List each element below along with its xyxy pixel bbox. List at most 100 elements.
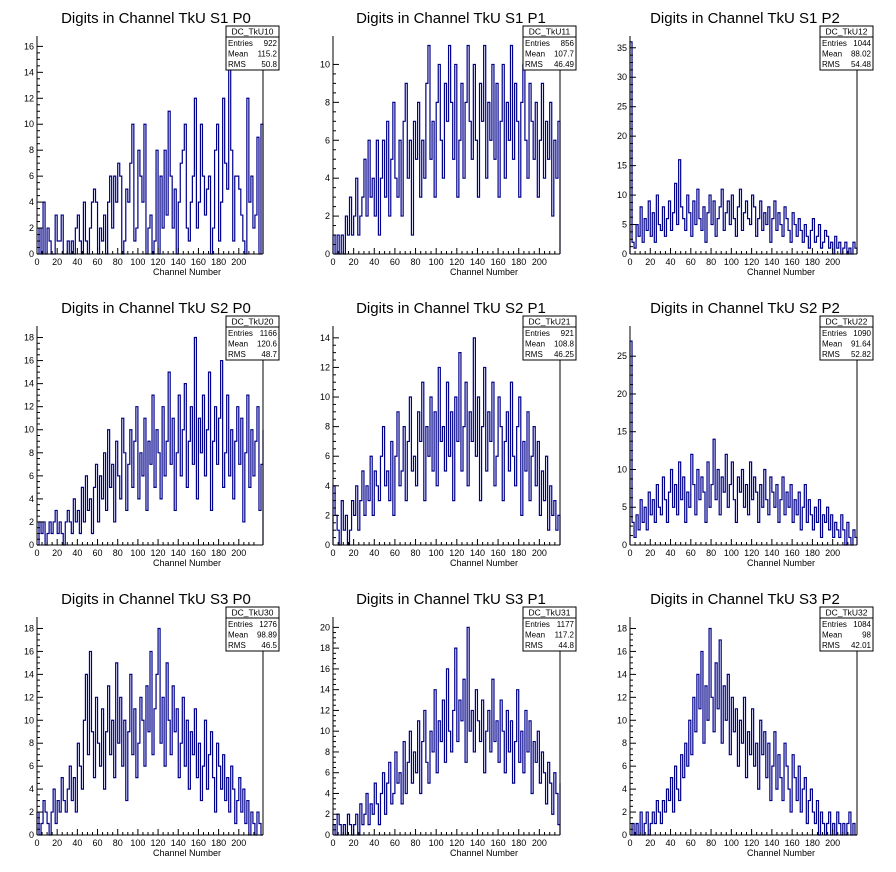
y-tick-label: 8	[325, 747, 330, 757]
stats-label: Mean	[822, 340, 842, 349]
y-tick-label: 16	[617, 646, 627, 656]
stats-histogram-name: DC_TkU11	[529, 27, 571, 37]
y-tick-label: 4	[325, 481, 330, 491]
stats-box: DC_TkU12 Entries 1044 Mean 88.02 RMS 54.48	[819, 25, 874, 71]
stats-value: 1090	[853, 329, 871, 338]
y-tick-label: 6	[622, 761, 627, 771]
x-tick-label: 40	[666, 838, 676, 848]
stats-label: RMS	[525, 350, 543, 359]
stats-value: 115.2	[258, 50, 278, 59]
y-tick-label: 0	[622, 540, 627, 550]
histogram-series	[332, 337, 561, 546]
x-tick-label: 100	[429, 838, 444, 848]
stats-value: 46.5	[261, 641, 277, 650]
y-tick-label: 15	[617, 427, 627, 437]
stats-value: 88.02	[851, 50, 872, 59]
panel-title: Digits in Channel TkU S2 P2	[650, 300, 840, 317]
y-tick-label: 6	[325, 135, 330, 145]
stats-value: 108.8	[554, 340, 575, 349]
x-tick-label: 160	[491, 838, 506, 848]
y-tick-label: 6	[325, 768, 330, 778]
stats-label: Entries	[822, 620, 847, 629]
x-tick-label: 0	[330, 838, 335, 848]
y-tick-label: 4	[29, 494, 34, 504]
stats-label: Entries	[525, 39, 550, 48]
x-tick-label: 80	[411, 548, 421, 558]
stats-value: 44.8	[558, 641, 574, 650]
y-tick-label: 18	[24, 623, 34, 633]
y-tick-label: 6	[29, 471, 34, 481]
x-tick-label: 80	[706, 838, 716, 848]
x-tick-label: 160	[191, 838, 206, 848]
stats-box-frame	[522, 25, 577, 71]
stats-box: DC_TkU30 Entries 1276 Mean 98.89 RMS 46.5	[225, 606, 280, 652]
stats-label: Entries	[228, 39, 253, 48]
y-tick-label: 6	[29, 761, 34, 771]
histogram-series	[629, 41, 858, 255]
stats-value: 50.8	[261, 60, 277, 69]
y-tick-label: 4	[622, 784, 627, 794]
y-tick-label: 2	[29, 223, 34, 233]
x-tick-label: 160	[785, 548, 800, 558]
stats-box: DC_TkU31 Entries 1177 Mean 117.2 RMS 44.8	[522, 606, 577, 652]
y-tick-label: 30	[617, 72, 627, 82]
x-tick-label: 60	[93, 838, 103, 848]
x-tick-label: 200	[231, 548, 246, 558]
x-tick-label: 200	[231, 257, 246, 267]
stats-box: DC_TkU20 Entries 1166 Mean 120.6 RMS 48.7	[225, 315, 280, 361]
stats-histogram-name: DC_TkU30	[231, 608, 273, 618]
panel-title: Digits in Channel TkU S3 P0	[61, 591, 251, 608]
y-tick-label: 0	[29, 249, 34, 259]
stats-label: RMS	[525, 60, 543, 69]
x-tick-label: 40	[369, 257, 379, 267]
y-tick-label: 15	[617, 161, 627, 171]
x-tick-label: 60	[686, 257, 696, 267]
x-tick-label: 60	[93, 257, 103, 267]
x-tick-label: 200	[532, 257, 547, 267]
y-tick-label: 20	[617, 389, 627, 399]
y-tick-label: 12	[617, 692, 627, 702]
y-tick-label: 8	[29, 738, 34, 748]
y-tick-label: 14	[617, 669, 627, 679]
panel-title: Digits in Channel TkU S2 P1	[356, 300, 546, 317]
panel-title: Digits in Channel TkU S1 P0	[61, 10, 251, 27]
stats-histogram-name: DC_TkU22	[825, 317, 867, 327]
y-tick-label: 5	[622, 502, 627, 512]
y-tick-label: 2	[325, 809, 330, 819]
stats-box-frame	[225, 606, 280, 652]
x-tick-label: 100	[130, 257, 145, 267]
stats-value: 922	[264, 39, 278, 48]
stats-box-frame	[819, 25, 874, 71]
histogram-panel: Digits in Channel TkU S3 P2 0 2 4 6 8 10 12 14 16…	[617, 591, 874, 858]
y-tick-label: 2	[29, 807, 34, 817]
stats-label: Entries	[228, 329, 253, 338]
x-tick-label: 160	[785, 257, 800, 267]
x-tick-label: 60	[686, 548, 696, 558]
stats-value: 921	[561, 329, 575, 338]
stats-box: DC_TkU11 Entries 856 Mean 107.7 RMS 46.49	[522, 25, 577, 71]
y-tick-label: 0	[622, 249, 627, 259]
x-tick-label: 100	[130, 838, 145, 848]
stats-label: Mean	[822, 50, 842, 59]
stats-label: Mean	[525, 631, 545, 640]
x-tick-label: 120	[744, 548, 759, 558]
x-tick-label: 20	[349, 257, 359, 267]
y-tick-label: 16	[24, 646, 34, 656]
stats-box: DC_TkU22 Entries 1090 Mean 91.64 RMS 52.82	[819, 315, 874, 361]
y-tick-label: 4	[325, 788, 330, 798]
stats-label: Entries	[822, 39, 847, 48]
x-tick-label: 20	[52, 548, 62, 558]
stats-label: RMS	[228, 60, 246, 69]
x-tick-label: 80	[706, 257, 716, 267]
stats-label: Entries	[525, 620, 550, 629]
y-tick-label: 16	[24, 356, 34, 366]
y-tick-label: 10	[24, 715, 34, 725]
panel-title: Digits in Channel TkU S3 P1	[356, 591, 546, 608]
x-tick-label: 0	[627, 838, 632, 848]
y-tick-label: 0	[29, 540, 34, 550]
x-tick-label: 140	[171, 257, 186, 267]
stats-label: Mean	[822, 631, 842, 640]
stats-value: 91.64	[851, 340, 872, 349]
stats-value: 98.89	[257, 631, 278, 640]
